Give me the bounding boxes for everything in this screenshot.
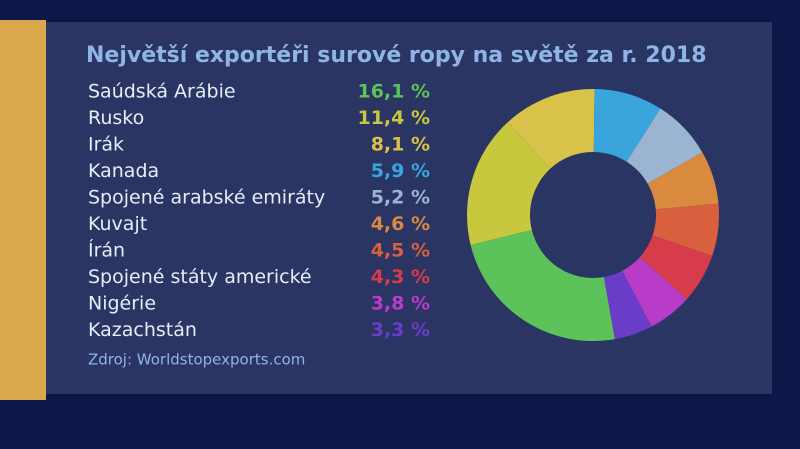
donut-segment <box>467 122 551 245</box>
donut-segment <box>593 89 661 162</box>
legend-label: Spojené arabské emiráty <box>88 187 325 209</box>
value-label: 4,6 % <box>371 213 430 235</box>
legend-label: Saúdská Arábie <box>88 81 236 103</box>
value-label: 5,2 % <box>371 187 430 209</box>
donut-segment <box>507 88 595 169</box>
value-label: 3,3 % <box>371 319 430 341</box>
chart-title: Největší exportéři surové ropy na světě … <box>86 43 707 68</box>
legend-label: Írán <box>88 239 125 262</box>
donut-segment <box>647 152 719 210</box>
value-label: 4,5 % <box>371 240 430 262</box>
side-panel <box>0 20 46 400</box>
value-label: 5,9 % <box>371 160 430 182</box>
donut-segment <box>639 235 713 300</box>
donut-segment <box>626 108 703 184</box>
legend-label: Spojené státy americké <box>88 266 312 288</box>
value-label: 3,8 % <box>371 293 430 315</box>
legend-label: Kazachstán <box>88 319 197 341</box>
legend-label: Rusko <box>88 107 144 129</box>
donut-segment <box>622 257 687 327</box>
value-label: 16,1 % <box>357 81 430 103</box>
panel <box>46 22 772 394</box>
legend-label: Kanada <box>88 160 159 182</box>
donut-segment <box>603 270 652 340</box>
donut-segment <box>470 229 615 341</box>
source: Zdroj: Worldstopexports.com <box>88 351 305 369</box>
legend-label: Irák <box>88 134 124 156</box>
legend-label: Kuvajt <box>88 213 147 235</box>
value-label: 11,4 % <box>357 107 430 129</box>
donut-segment <box>652 203 719 256</box>
legend-label: Nigérie <box>88 293 156 315</box>
value-label: 8,1 % <box>371 134 430 156</box>
value-label: 4,3 % <box>371 266 430 288</box>
